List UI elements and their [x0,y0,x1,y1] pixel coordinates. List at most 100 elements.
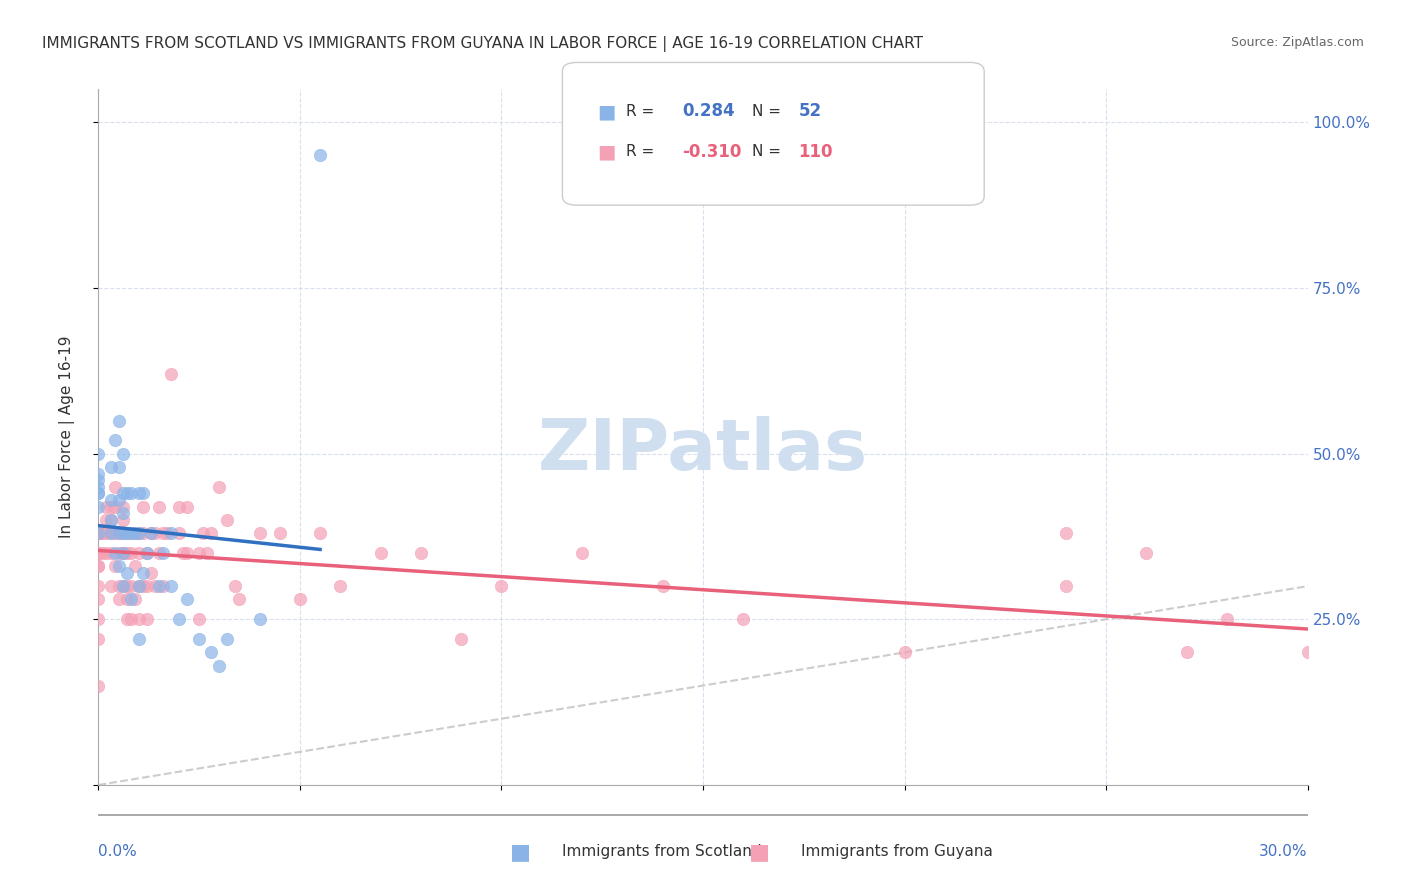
Point [87,473,110,487]
Point [111,579,134,593]
Point [167,526,190,541]
Point [160,579,183,593]
Text: -0.310: -0.310 [682,143,741,161]
Text: ZIPatlas: ZIPatlas [538,417,868,485]
Point [224,579,246,593]
Text: ■: ■ [598,142,616,161]
Point [124,559,146,574]
Point [111,513,134,527]
Point [217,632,239,647]
Text: 0.284: 0.284 [682,103,734,120]
Point [115,486,138,500]
Point [135,546,157,560]
Point [103,480,125,494]
Point [87,526,110,541]
Point [87,486,110,500]
Point [107,579,129,593]
Point [103,526,125,541]
Point [143,526,166,541]
Point [120,526,142,541]
Point [132,500,155,514]
Point [100,526,122,541]
Point [115,592,138,607]
Point [329,579,352,593]
Point [176,500,198,514]
Text: ■: ■ [510,842,530,862]
Point [269,526,291,541]
Point [87,467,110,481]
Point [135,579,157,593]
Point [115,546,138,560]
Point [87,486,110,500]
Point [120,592,142,607]
Point [107,413,129,427]
Point [143,579,166,593]
Point [100,546,122,560]
Text: 110: 110 [799,143,834,161]
Point [152,526,174,541]
Point [100,526,122,541]
Point [1376,632,1399,647]
Point [115,579,138,593]
Point [120,486,142,500]
Point [96,546,118,560]
Point [139,526,162,541]
Point [87,546,110,560]
Point [132,526,155,541]
Point [733,612,755,626]
Text: IMMIGRANTS FROM SCOTLAND VS IMMIGRANTS FROM GUYANA IN LABOR FORCE | AGE 16-19 CO: IMMIGRANTS FROM SCOTLAND VS IMMIGRANTS F… [42,36,924,52]
Point [176,546,198,560]
Text: R =: R = [626,104,664,119]
Point [91,526,114,541]
Point [87,526,110,541]
Y-axis label: In Labor Force | Age 16-19: In Labor Force | Age 16-19 [59,335,75,539]
Point [132,486,155,500]
Point [139,526,162,541]
Point [148,500,170,514]
Point [167,500,190,514]
Point [111,447,134,461]
Point [1135,546,1157,560]
Point [128,579,150,593]
Point [120,579,142,593]
Point [249,612,271,626]
Point [208,658,231,673]
Point [111,486,134,500]
Point [120,546,142,560]
Point [87,592,110,607]
Point [217,513,239,527]
Point [1296,645,1319,659]
Point [107,459,129,474]
Point [309,148,332,162]
Text: 30.0%: 30.0% [1260,845,1308,859]
Point [96,526,118,541]
Point [91,546,114,560]
Point [172,546,194,560]
Point [115,526,138,541]
Point [135,546,157,560]
Point [100,579,122,593]
Point [132,566,155,580]
Point [96,500,118,514]
Point [167,612,190,626]
Point [193,526,215,541]
Point [148,579,170,593]
Point [188,612,211,626]
Point [103,559,125,574]
Point [100,513,122,527]
Point [450,632,472,647]
Text: Immigrants from Scotland: Immigrants from Scotland [562,845,762,859]
Text: N =: N = [752,104,786,119]
Point [91,526,114,541]
Point [87,612,110,626]
Point [491,579,513,593]
Point [107,526,129,541]
Point [115,526,138,541]
Text: Immigrants from Guyana: Immigrants from Guyana [801,845,993,859]
Point [87,526,110,541]
Text: ■: ■ [749,842,769,862]
Point [100,459,122,474]
Point [1216,612,1239,626]
Point [111,546,134,560]
Point [132,579,155,593]
